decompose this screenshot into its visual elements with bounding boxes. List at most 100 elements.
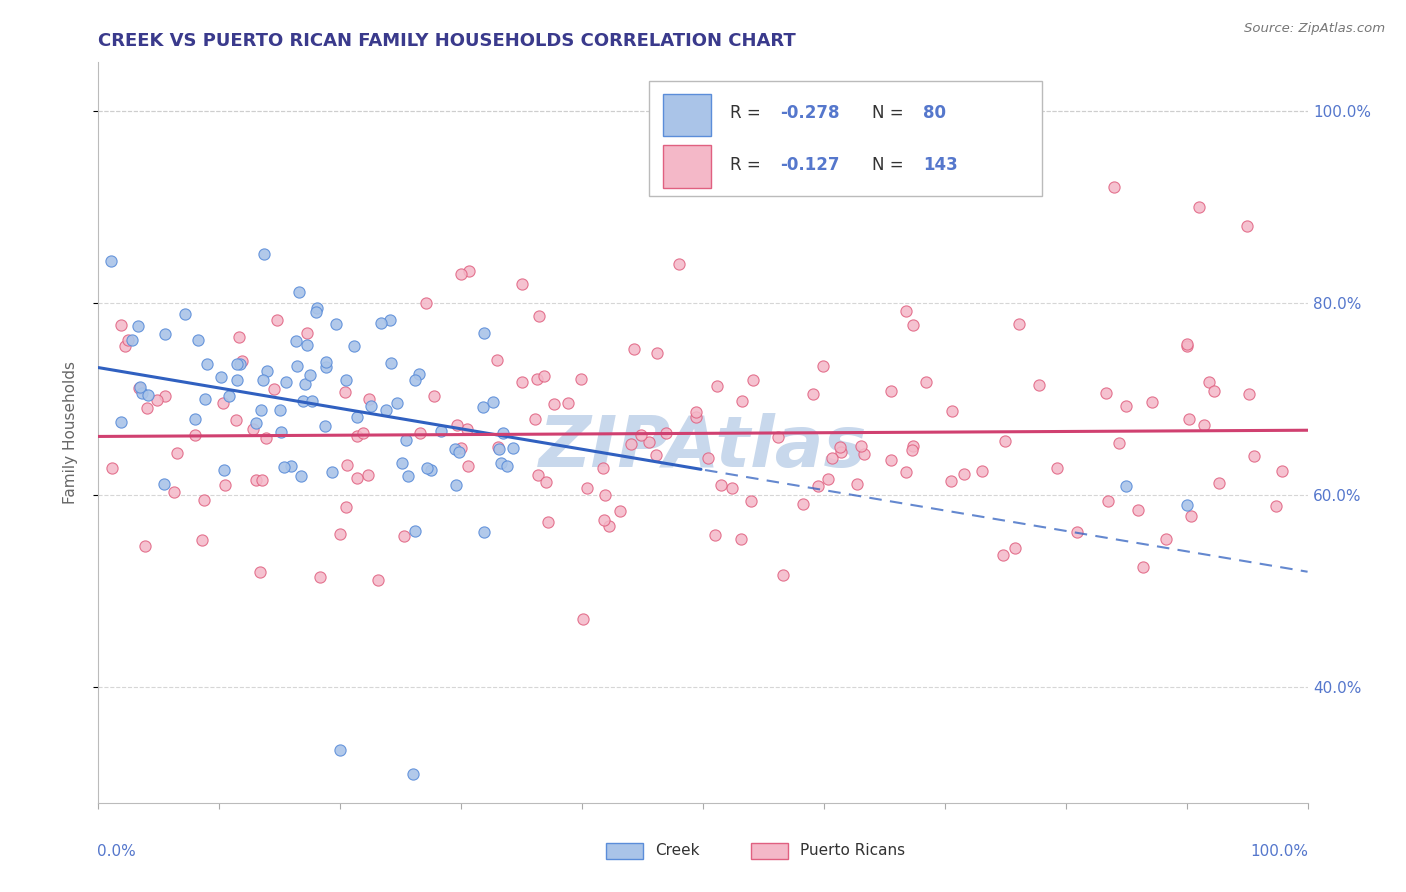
Point [488,442,510,457]
Point [346,429,368,443]
Point [395,433,418,447]
Point [415,460,437,475]
Text: R =: R = [730,155,766,174]
Point [391,456,413,470]
Point [346,471,368,485]
Text: 143: 143 [924,155,957,174]
Point [593,488,616,502]
Point [270,425,292,439]
Point [325,317,347,331]
FancyBboxPatch shape [648,81,1042,195]
Point [740,493,762,508]
Point [557,396,579,410]
Point [569,372,592,386]
Point [527,468,550,483]
Point [849,439,872,453]
Point [1175,336,1198,351]
Point [374,403,396,417]
Point [295,337,318,351]
Point [533,368,555,383]
Point [155,326,177,341]
Point [991,548,1014,562]
Point [489,456,512,470]
Point [404,373,426,387]
Point [609,504,631,518]
Point [620,436,643,450]
Point [444,442,467,456]
Point [807,479,830,493]
Point [305,301,328,316]
Point [121,333,143,347]
Point [1046,461,1069,475]
Point [1239,387,1261,401]
Point [821,451,844,466]
Point [828,440,851,454]
Point [880,384,903,399]
Point [1108,435,1130,450]
Point [915,375,938,389]
Point [252,247,274,261]
Point [1243,449,1265,463]
Point [450,441,472,455]
Point [231,353,253,368]
Text: 80: 80 [924,103,946,122]
Point [457,459,479,474]
Point [245,416,267,430]
Point [329,527,352,541]
Point [474,524,496,539]
Point [392,529,415,543]
Point [321,465,343,479]
Point [135,401,157,416]
Point [894,304,917,318]
Point [329,743,352,757]
Point [994,434,1017,448]
Point [343,339,366,353]
Point [731,393,754,408]
Point [299,368,322,382]
Point [766,430,789,444]
Point [301,394,323,409]
Point [801,387,824,401]
Point [405,524,427,539]
Point [896,465,918,479]
Point [710,478,733,492]
Point [385,396,408,410]
Point [645,448,668,462]
Point [228,357,250,371]
Point [378,313,401,327]
Point [163,485,186,500]
Point [575,481,598,495]
Point [218,389,240,403]
Point [1008,317,1031,331]
Point [1066,525,1088,540]
Point [830,445,852,459]
FancyBboxPatch shape [606,843,643,859]
Point [668,257,690,271]
Point [496,458,519,473]
Text: R =: R = [730,103,766,122]
Point [294,376,316,391]
Point [274,376,297,390]
Point [1236,219,1258,233]
Point [101,460,124,475]
Point [901,440,924,454]
Point [173,307,195,321]
Point [486,440,509,454]
Point [295,326,318,340]
Point [880,453,903,467]
Point [1178,412,1201,426]
Point [1175,498,1198,512]
Point [846,476,869,491]
Point [1192,417,1215,432]
Point [456,422,478,436]
Point [1102,180,1125,194]
Point [537,516,560,530]
Point [193,492,215,507]
Point [697,450,720,465]
Point [623,342,645,356]
Point [482,394,505,409]
Point [598,519,620,533]
Point [430,424,453,438]
Text: ZIPAtlas: ZIPAtlas [538,413,868,482]
Point [250,403,273,417]
